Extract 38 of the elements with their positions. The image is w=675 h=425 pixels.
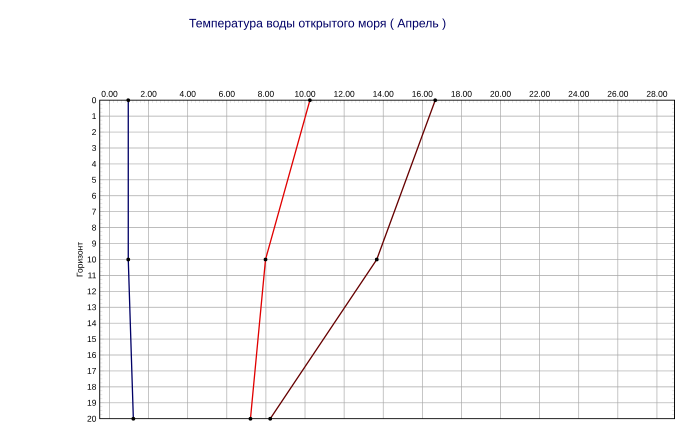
y-tick-label: 14 bbox=[88, 320, 96, 326]
y-tick-label: 17 bbox=[88, 368, 96, 374]
y-tick-label: 8 bbox=[92, 224, 96, 231]
x-tick-label: 24.00 bbox=[568, 90, 589, 97]
y-tick-label: 13 bbox=[88, 304, 96, 310]
y-tick-label: 4 bbox=[92, 161, 96, 167]
y-tick-label: 0 bbox=[92, 97, 96, 104]
y-tick-label: 20 bbox=[87, 416, 96, 422]
y-tick-label: 7 bbox=[92, 208, 96, 215]
x-tick-label: 8.00 bbox=[258, 90, 274, 97]
y-tick-label: 5 bbox=[92, 176, 96, 183]
x-tick-label: 20.00 bbox=[490, 90, 511, 97]
x-tick-label: 2.00 bbox=[140, 90, 156, 97]
y-tick-label: 11 bbox=[88, 272, 96, 278]
y-tick-label: 15 bbox=[88, 336, 96, 342]
y-axis-title: Горизонт bbox=[76, 242, 84, 276]
x-tick-label: 28.00 bbox=[646, 90, 668, 97]
x-tick-label: 0.00 bbox=[102, 90, 118, 97]
y-tick-label: 10 bbox=[88, 256, 96, 263]
chart-title: Температура воды открытого моря ( Апрель ) bbox=[189, 18, 446, 30]
x-tick-label: 14.00 bbox=[373, 90, 394, 97]
x-tick-label: 26.00 bbox=[608, 90, 628, 97]
x-tick-label: 6.00 bbox=[219, 90, 235, 97]
x-tick-label: 4.00 bbox=[180, 90, 196, 97]
x-tick-label: 16.00 bbox=[412, 90, 433, 97]
x-tick-label: 22.00 bbox=[529, 90, 550, 97]
y-tick-label: 19 bbox=[88, 400, 96, 406]
x-tick-label: 10.00 bbox=[295, 90, 316, 97]
y-tick-label: 16 bbox=[88, 352, 96, 358]
y-tick-label: 1 bbox=[92, 113, 96, 120]
y-tick-label: 9 bbox=[92, 240, 96, 247]
y-tick-label: 3 bbox=[92, 145, 96, 152]
x-tick-label: 12.00 bbox=[334, 90, 354, 97]
y-tick-label: 2 bbox=[92, 129, 96, 136]
y-tick-label: 18 bbox=[88, 384, 96, 390]
y-tick-label: 12 bbox=[88, 288, 96, 294]
y-tick-label: 6 bbox=[92, 192, 96, 199]
x-tick-label: 18.00 bbox=[452, 90, 472, 97]
